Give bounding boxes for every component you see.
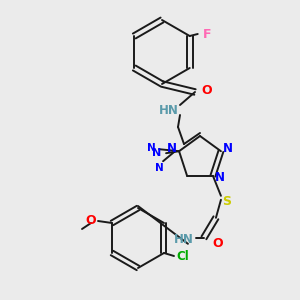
Text: N: N — [223, 142, 233, 155]
Text: N: N — [215, 171, 225, 184]
Text: S: S — [222, 195, 231, 208]
Text: O: O — [202, 83, 212, 97]
Text: N: N — [155, 163, 164, 173]
Text: F: F — [202, 28, 211, 40]
Text: HN: HN — [159, 103, 179, 116]
Text: N: N — [152, 148, 162, 158]
Text: Cl: Cl — [177, 250, 189, 263]
Text: N: N — [167, 142, 177, 155]
Text: O: O — [213, 237, 223, 250]
Text: O: O — [86, 214, 96, 226]
Text: HN: HN — [174, 233, 194, 246]
Text: N: N — [147, 143, 155, 153]
